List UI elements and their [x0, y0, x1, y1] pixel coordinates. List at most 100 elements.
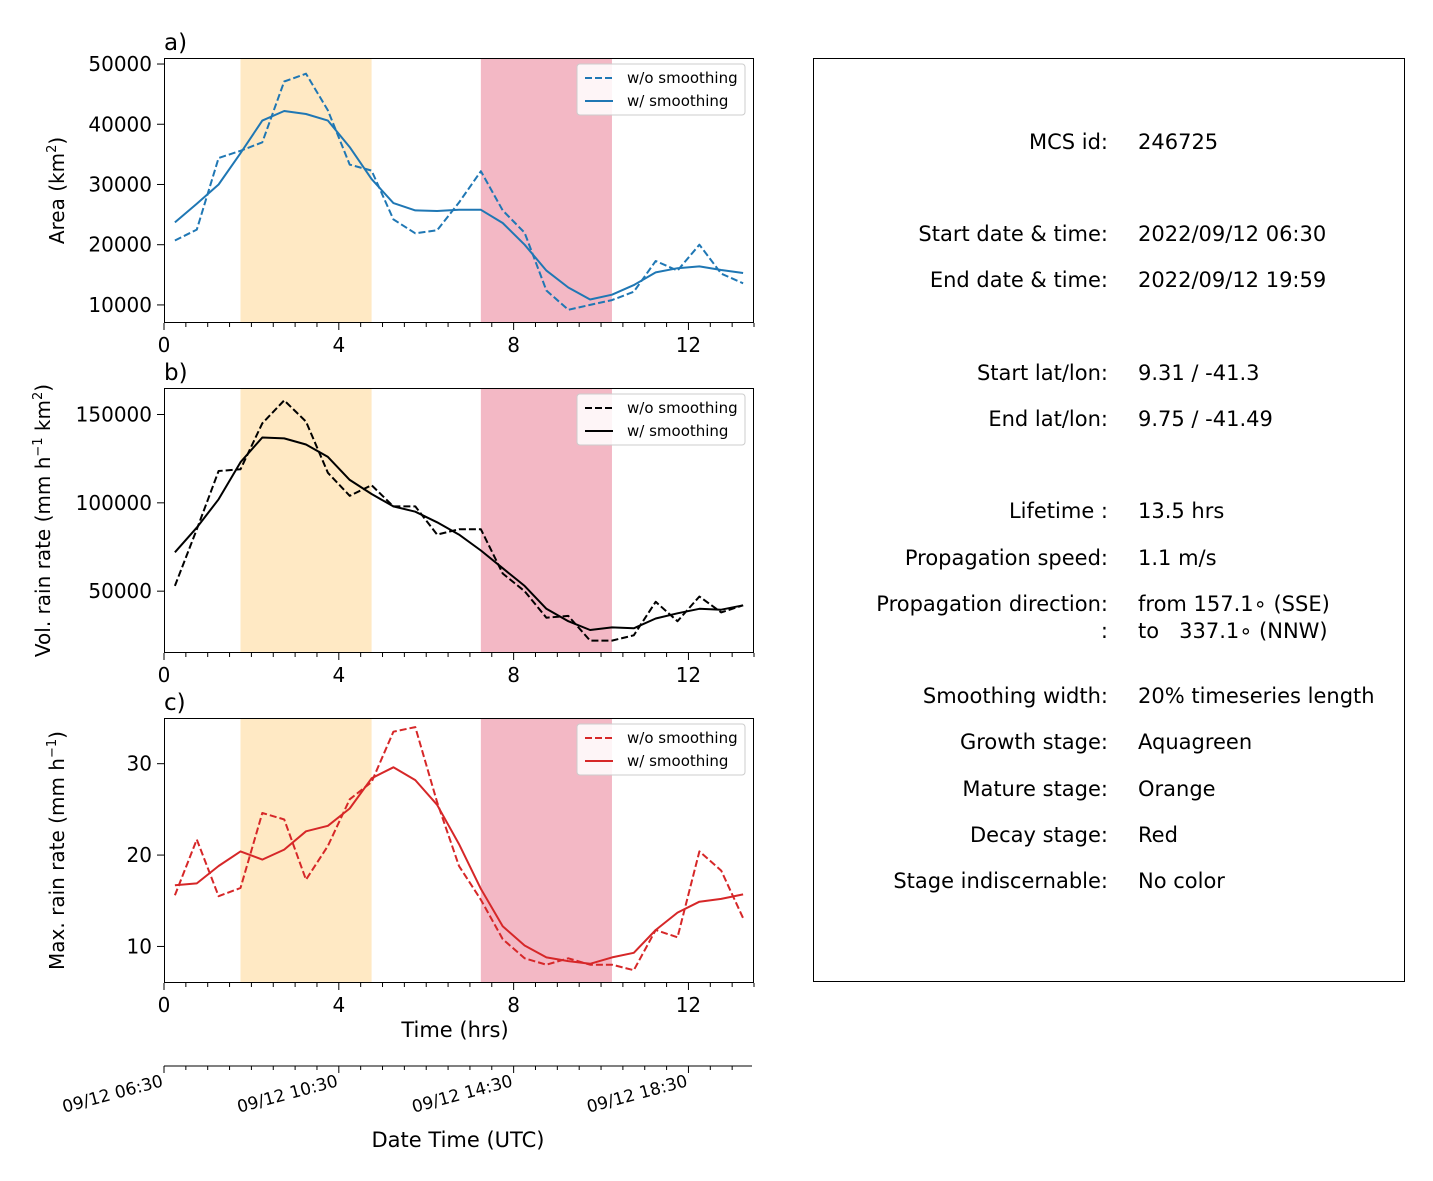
series-lines: [173, 726, 745, 972]
x-tick-label: 12: [676, 993, 701, 1017]
y-axis-label: Vol. rain rate (mm h−1 km2): [31, 384, 55, 657]
info-label-smoothing-width: Smoothing width:: [922, 684, 1108, 708]
plot-frame: [164, 388, 754, 653]
mature-stage-span: [240, 58, 372, 323]
y-axis-label-text: Max. rain rate (mm h: [45, 758, 69, 970]
y-axis-label-exponent: 2: [31, 392, 46, 400]
info-label-lifetime: Lifetime :: [1008, 499, 1108, 523]
panel-c: 10 20 30 0 4 8 12 c) Max. rain rate (mm h−1) w/o …: [45, 690, 755, 1042]
plot-frame: [164, 58, 754, 323]
date-tick-label: 09/12 06:30: [60, 1072, 165, 1118]
info-label-start-datetime: Start date & time:: [918, 222, 1108, 246]
legend-box: [576, 393, 746, 446]
x-tick-label: 8: [507, 663, 520, 687]
y-axis-label: Area (km2): [45, 137, 69, 244]
y-tick-label: 40000: [88, 112, 152, 136]
y-axis-label-text: Vol. rain rate (mm h: [31, 457, 55, 658]
date-time-axis: 09/12 06:30 09/12 10:30 09/12 14:30 09/12 1…: [60, 1065, 752, 1152]
info-label-propagation-direction-cont: :: [1100, 619, 1108, 643]
series-lines: [173, 399, 744, 642]
info-value-mcs-id: 246725: [1138, 130, 1219, 154]
panel-label: c): [164, 690, 186, 716]
y-axis-label-close: ): [31, 384, 55, 392]
x-tick-label: 0: [158, 663, 171, 687]
series-line-raw: [173, 726, 745, 972]
y-axis-label-text: Area (km: [45, 153, 69, 244]
y-tick-label: 10000: [88, 293, 152, 317]
x-tick-label: 4: [332, 663, 345, 687]
series-line-smoothed: [174, 110, 744, 301]
x-tick-label: 12: [676, 333, 701, 357]
panel-b: 50000 100000 150000 0 4 8 12 b) Vol. rain rate (…: [31, 360, 755, 687]
x-tick-label: 0: [158, 993, 171, 1017]
legend: w/o smoothing w/ smoothing: [576, 393, 746, 446]
info-value-end-latlon: 9.75 / -41.49: [1138, 407, 1273, 431]
x-tick-label: 0: [158, 333, 171, 357]
legend: w/o smoothing w/ smoothing: [576, 723, 746, 776]
panel-label: b): [164, 360, 188, 386]
y-tick-label: 150000: [76, 403, 152, 427]
legend-box: [576, 63, 746, 116]
y-tick-label: 10: [127, 934, 152, 958]
info-value-growth-stage: Aquagreen: [1138, 730, 1253, 754]
info-label-mature-stage: Mature stage:: [962, 777, 1108, 801]
legend-label: w/o smoothing: [627, 399, 738, 417]
y-tick-label: 30: [127, 752, 152, 776]
y-axis-label: Max. rain rate (mm h−1): [45, 731, 69, 970]
plot-frame: [164, 718, 754, 983]
legend-label: w/o smoothing: [627, 729, 738, 747]
legend-box: [576, 723, 746, 776]
y-tick-label: 20000: [88, 233, 152, 257]
info-value-propagation-direction-from: from 157.1∘ (SSE): [1138, 592, 1330, 616]
y-tick-label: 100000: [76, 491, 152, 515]
info-label-propagation-speed: Propagation speed:: [904, 546, 1108, 570]
y-tick-label: 20: [127, 843, 152, 867]
series-line-raw: [173, 399, 744, 642]
info-value-propagation-speed: 1.1 m/s: [1138, 546, 1217, 570]
date-axis-label: Date Time (UTC): [372, 1128, 545, 1152]
y-axis-label-close: ): [45, 731, 69, 739]
x-tick-label: 8: [507, 333, 520, 357]
info-label-mcs-id: MCS id:: [1028, 130, 1108, 154]
y-axis-label-close: ): [45, 137, 69, 145]
info-label-propagation-direction: Propagation direction:: [876, 592, 1108, 616]
date-tick-label: 09/12 10:30: [235, 1072, 340, 1118]
info-label-start-latlon: Start lat/lon:: [976, 361, 1108, 385]
x-tick-label: 4: [332, 333, 345, 357]
mature-stage-span: [240, 388, 372, 653]
info-label-stage-indiscernable: Stage indiscernable:: [893, 869, 1108, 893]
panel-label: a): [164, 30, 187, 56]
info-value-end-datetime: 2022/09/12 19:59: [1138, 268, 1327, 292]
info-label-end-latlon: End lat/lon:: [988, 407, 1108, 431]
y-axis-label-exponent: −1: [45, 739, 60, 758]
date-tick-label: 09/12 18:30: [585, 1072, 690, 1118]
info-value-mature-stage: Orange: [1138, 777, 1216, 801]
legend-label: w/ smoothing: [627, 752, 728, 770]
series-lines: [174, 72, 744, 311]
info-label-decay-stage: Decay stage:: [970, 823, 1108, 847]
info-label-end-datetime: End date & time:: [929, 268, 1108, 292]
mature-stage-span: [240, 718, 372, 983]
info-value-start-datetime: 2022/09/12 06:30: [1138, 222, 1327, 246]
y-axis-label-unit: km: [31, 400, 55, 437]
info-value-decay-stage: Red: [1138, 823, 1178, 847]
legend-label: w/o smoothing: [627, 69, 738, 87]
series-line-raw: [174, 72, 744, 311]
legend-label: w/ smoothing: [627, 422, 728, 440]
x-axis-label: Time (hrs): [400, 1018, 508, 1042]
x-tick-label: 8: [507, 993, 520, 1017]
x-tick-label: 4: [332, 993, 345, 1017]
info-box: [813, 58, 1405, 982]
info-value-stage-indiscernable: No color: [1138, 869, 1225, 893]
info-value-lifetime: 13.5 hrs: [1138, 499, 1225, 523]
date-tick-label: 09/12 14:30: [410, 1072, 515, 1118]
x-tick-label: 12: [676, 663, 701, 687]
panel-a: 10000 20000 30000 40000 50000 0 4 8 12 a) Area (km…: [45, 30, 755, 357]
info-value-propagation-direction-to: to 337.1∘ (NNW): [1138, 619, 1328, 643]
y-tick-label: 50000: [88, 579, 152, 603]
info-value-smoothing-width: 20% timeseries length: [1138, 684, 1375, 708]
legend-label: w/ smoothing: [627, 92, 728, 110]
series-line-smoothed: [174, 766, 744, 965]
y-tick-label: 30000: [88, 172, 152, 196]
